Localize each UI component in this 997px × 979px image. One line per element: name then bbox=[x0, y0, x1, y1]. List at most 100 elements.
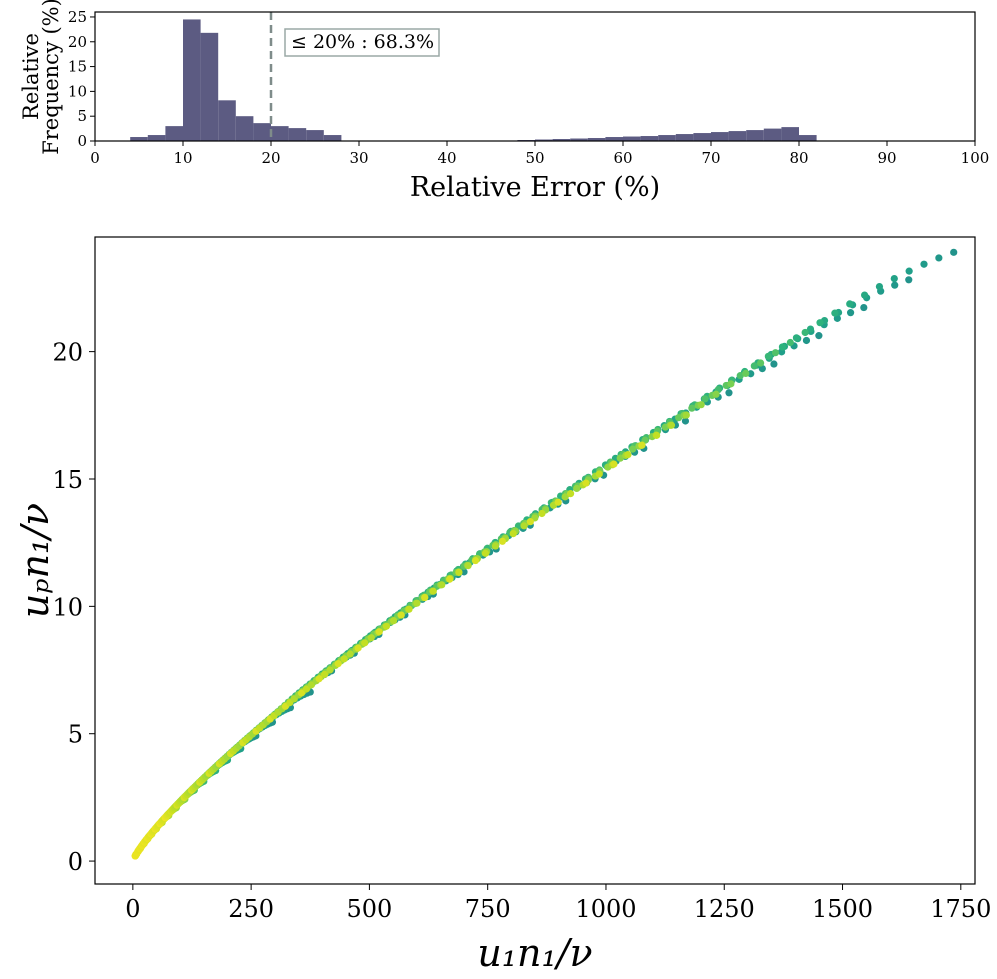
histogram-y-tick-label-3: 15 bbox=[68, 58, 87, 76]
scatter-point bbox=[361, 639, 369, 647]
scatter-point bbox=[509, 529, 517, 538]
scatter-point bbox=[340, 655, 348, 663]
scatter-point bbox=[566, 490, 575, 498]
scatter-x-label: u₁n₁/ν bbox=[477, 931, 592, 975]
histogram-x-tick-label-7: 70 bbox=[701, 149, 720, 167]
scatter-point bbox=[875, 282, 884, 291]
scatter-point bbox=[573, 484, 581, 493]
scatter-point bbox=[860, 291, 869, 299]
histogram-bar-18 bbox=[623, 136, 641, 141]
scatter-x-tick-label-4: 1000 bbox=[575, 895, 636, 923]
histogram-y-tick-label-4: 20 bbox=[68, 33, 87, 51]
scatter-point bbox=[455, 568, 463, 577]
scatter-series-37 bbox=[638, 248, 958, 449]
scatter-point bbox=[397, 611, 405, 619]
scatter-y-tick-label-3: 15 bbox=[52, 466, 83, 494]
scatter-point bbox=[727, 380, 735, 388]
scatter-point bbox=[471, 556, 480, 565]
scatter-point bbox=[297, 689, 306, 697]
scatter-point bbox=[375, 628, 383, 636]
scatter-point bbox=[697, 401, 705, 409]
scatter-point bbox=[554, 498, 562, 506]
scatter-point bbox=[802, 336, 811, 345]
histogram-y-tick-label-2: 10 bbox=[68, 82, 87, 100]
histogram-bar-22 bbox=[693, 133, 711, 141]
histogram-bar-8 bbox=[271, 126, 289, 141]
scatter-y-ticks: 0 5 10 15 20 bbox=[52, 339, 95, 876]
scatter-point bbox=[750, 362, 758, 370]
histogram-x-tick-label-1: 10 bbox=[173, 149, 192, 167]
histogram-x-tick-label-5: 50 bbox=[525, 149, 544, 167]
scatter-point bbox=[429, 587, 437, 595]
scatter-point bbox=[801, 328, 809, 337]
scatter-point bbox=[538, 509, 546, 518]
scatter-point bbox=[778, 343, 787, 351]
annotation-box bbox=[284, 28, 440, 57]
scatter-point bbox=[334, 659, 342, 668]
scatter-frame bbox=[94, 236, 976, 885]
scatter-point bbox=[846, 309, 855, 317]
scatter-point bbox=[367, 634, 375, 642]
scatter-point bbox=[681, 417, 690, 425]
histogram-bar-24 bbox=[728, 131, 747, 141]
scatter-point bbox=[624, 450, 632, 459]
scatter-point bbox=[816, 319, 824, 327]
scatter-panel: 0 250 500 750 1000 1250 1500 1750 0 5 10 15 20 u₁n₁… bbox=[13, 236, 991, 975]
scatter-point bbox=[688, 404, 696, 412]
scatter-x-tick-label-5: 1250 bbox=[694, 895, 755, 923]
scatter-point bbox=[846, 300, 854, 308]
scatter-point bbox=[815, 332, 823, 340]
scatter-point bbox=[413, 599, 421, 607]
scatter-point bbox=[764, 352, 772, 360]
histogram-bar-1 bbox=[147, 135, 166, 141]
histogram-bar-27 bbox=[781, 127, 799, 141]
scatter-point bbox=[771, 349, 780, 357]
scatter-point bbox=[302, 685, 311, 693]
scatter-point bbox=[520, 522, 528, 530]
scatter-point bbox=[481, 549, 490, 557]
scatter-point bbox=[831, 309, 839, 317]
scatter-point bbox=[315, 675, 323, 683]
histogram-bar-6 bbox=[235, 116, 254, 141]
scatter-point bbox=[629, 445, 637, 453]
scatter-point bbox=[421, 593, 429, 602]
histogram-x-tick-label-6: 60 bbox=[613, 149, 632, 167]
scatter-point bbox=[786, 338, 794, 347]
histogram-bar-4 bbox=[200, 32, 219, 141]
scatter-point bbox=[675, 414, 683, 422]
histogram-bar-5 bbox=[218, 100, 236, 141]
histogram-bar-26 bbox=[763, 128, 782, 141]
scatter-y-tick-label-2: 10 bbox=[52, 593, 83, 621]
histogram-panel: ≤ 20% : 68.3% 0 10 20 30 40 50 60 70 80 90 100 0 5 1… bbox=[19, 0, 989, 203]
scatter-y-tick-label-4: 20 bbox=[52, 339, 83, 367]
histogram-bars bbox=[130, 19, 817, 142]
scatter-point bbox=[346, 650, 354, 658]
scatter-point bbox=[526, 518, 534, 526]
histogram-bar-3 bbox=[183, 19, 201, 142]
scatter-x-tick-label-0: 0 bbox=[125, 895, 140, 923]
scatter-point bbox=[638, 441, 646, 449]
scatter-point bbox=[320, 670, 329, 678]
scatter-x-tick-label-7: 1750 bbox=[930, 895, 991, 923]
scatter-point bbox=[792, 334, 801, 342]
scatter-points bbox=[131, 248, 958, 860]
scatter-point bbox=[382, 622, 391, 630]
histogram-x-tick-label-8: 80 bbox=[789, 149, 808, 167]
scatter-point bbox=[860, 303, 868, 312]
histogram-y-label-line-1: Relative bbox=[19, 33, 43, 120]
scatter-point bbox=[891, 281, 899, 289]
histogram-x-ticks: 0 10 20 30 40 50 60 70 80 90 100 bbox=[90, 141, 989, 167]
scatter-x-tick-label-1: 250 bbox=[228, 895, 274, 923]
histogram-x-label: Relative Error (%) bbox=[410, 172, 660, 203]
annotation-text: ≤ 20% : 68.3% bbox=[291, 31, 434, 53]
histogram-bar-9 bbox=[288, 128, 307, 141]
scatter-point bbox=[701, 395, 709, 403]
histogram-x-tick-label-10: 100 bbox=[961, 149, 990, 167]
histogram-bar-10 bbox=[306, 130, 324, 141]
scatter-point bbox=[935, 254, 943, 262]
histogram-bar-2 bbox=[165, 126, 183, 141]
histogram-bar-25 bbox=[746, 130, 764, 141]
scatter-y-label: uₚn₁/ν bbox=[13, 503, 57, 618]
scatter-point bbox=[742, 369, 750, 378]
